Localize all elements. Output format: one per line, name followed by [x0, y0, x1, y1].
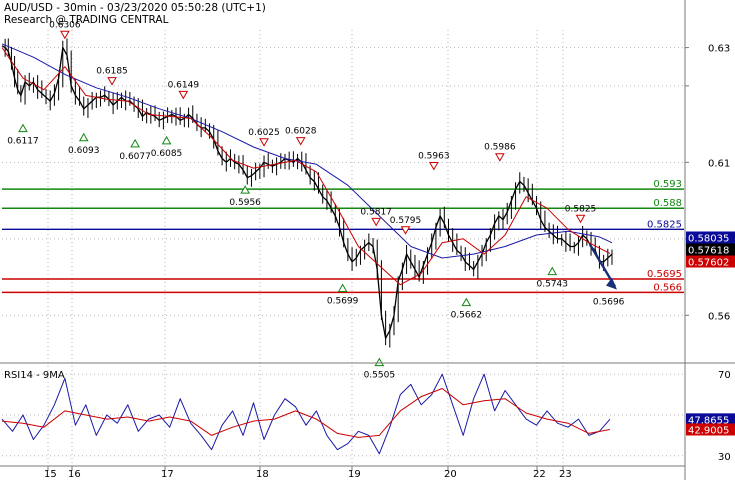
day-tick-label: 23 — [559, 469, 572, 480]
swing-high-marker — [259, 138, 269, 147]
day-tick-label: 15 — [44, 469, 57, 480]
swing-high-marker — [400, 226, 411, 235]
swing-low-label: 0.6077 — [119, 152, 151, 162]
swing-low-label: 0.6093 — [68, 146, 100, 156]
rsi-tag-box — [686, 423, 735, 436]
price-tag-label: 0.58035 — [688, 234, 729, 245]
level-label: 0.588 — [653, 198, 682, 209]
level-label: 0.566 — [653, 282, 682, 293]
day-tick-label: 20 — [444, 469, 457, 480]
swing-high-label: 0.5817 — [360, 207, 392, 217]
rsi-title: RSI14 - 9MA — [4, 370, 65, 381]
swing-low-marker — [240, 185, 251, 194]
levels-layer: 0.593 0.588 0.5825 0.5695 0.566 — [2, 179, 684, 293]
swing-low-marker — [161, 135, 172, 145]
swing-high-marker — [575, 214, 586, 224]
rsi-tag-box — [686, 413, 735, 426]
swing-high-label: 0.5986 — [484, 143, 516, 153]
price-tag-label: 0.57602 — [688, 258, 729, 269]
swing-low-marker — [374, 357, 385, 367]
grid-layer — [2, 30, 684, 466]
swing-low-label: 0.5505 — [364, 371, 396, 381]
swing-low-label: 0.5743 — [537, 280, 569, 290]
swing-high-marker — [428, 161, 439, 171]
price-tag-box — [686, 243, 735, 256]
swing-high-marker — [494, 153, 505, 162]
swing-high-label: 0.5795 — [390, 216, 422, 226]
day-tick-label: 17 — [161, 469, 174, 480]
swing-high-marker — [295, 137, 306, 146]
rsi-tick-label: 30 — [718, 452, 731, 463]
rsi-tick-label: 70 — [718, 370, 731, 381]
price-tag-box — [686, 231, 735, 244]
swing-high-marker — [371, 217, 382, 227]
price-tick-label: 0.61 — [708, 158, 730, 169]
swing-high-marker — [178, 90, 189, 100]
price-tick-label: 0.56 — [708, 311, 730, 322]
swing-high-label: 0.6185 — [96, 67, 128, 77]
day-tick-label: 18 — [256, 469, 269, 480]
swing-high-label: 0.6149 — [168, 80, 200, 90]
swing-low-label: 0.5696 — [593, 298, 625, 308]
swing-high-marker — [107, 77, 117, 86]
swing-low-label: 0.6117 — [7, 137, 39, 147]
swing-low-label: 0.6085 — [151, 149, 183, 159]
price-tick-label: 0.63 — [708, 44, 730, 55]
level-label: 0.5695 — [647, 269, 682, 280]
chart-title: AUD/USD - 30min - 03/23/2020 05:50:28 (U… — [4, 2, 266, 14]
rsi-tag-label: 47.8655 — [688, 415, 729, 426]
day-tick-label: 22 — [533, 469, 546, 480]
swing-high-label: 0.5963 — [418, 151, 450, 161]
level-label: 0.593 — [653, 179, 682, 190]
price-tag-label: 0.57618 — [688, 246, 729, 257]
price-tag-box — [686, 255, 735, 268]
swing-low-label: 0.5662 — [451, 311, 483, 321]
swing-high-label: 0.5825 — [565, 204, 597, 214]
ma-slow-line — [1, 43, 613, 259]
rsi-line — [1, 373, 611, 455]
swing-low-label: 0.5699 — [327, 296, 359, 306]
swing-low-marker — [130, 138, 140, 148]
swing-low-label: 0.5956 — [229, 198, 261, 208]
rsi-tag-label: 42.9005 — [688, 425, 729, 436]
swing-low-marker — [78, 132, 89, 142]
swing-low-marker — [337, 283, 348, 292]
day-tick-label: 19 — [348, 469, 361, 480]
swing-high-label: 0.6306 — [49, 20, 81, 30]
chart-subtitle: Research @ TRADING CENTRAL — [4, 14, 169, 26]
level-label: 0.5825 — [647, 219, 682, 230]
swing-low-marker — [547, 266, 558, 276]
swing-high-label: 0.6028 — [285, 127, 317, 137]
day-tick-label: 16 — [68, 469, 81, 480]
series-layer — [1, 38, 613, 455]
forecast-arrow-head — [606, 277, 617, 290]
ma-fast-line — [1, 47, 611, 286]
swing-high-marker — [60, 30, 70, 40]
swing-high-label: 0.6025 — [248, 128, 280, 138]
swing-low-marker — [18, 123, 28, 133]
rsi-ma-line — [1, 388, 610, 438]
swing-low-marker — [461, 297, 472, 307]
